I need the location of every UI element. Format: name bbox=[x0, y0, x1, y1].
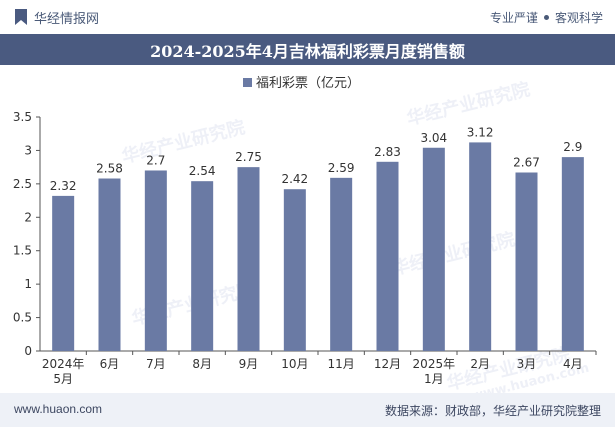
x-tick-label: 2月 bbox=[470, 357, 490, 371]
footer-website[interactable]: www.huaon.com bbox=[14, 402, 103, 416]
top-bar: 华经情报网 专业严谨 客观科学 bbox=[0, 0, 615, 34]
data-label: 3.04 bbox=[420, 131, 447, 145]
legend-swatch bbox=[243, 78, 252, 87]
x-tick-label: 10月 bbox=[281, 357, 308, 371]
legend: 福利彩票（亿元） bbox=[243, 76, 360, 91]
data-label: 2.75 bbox=[235, 150, 262, 164]
y-tick-label: 0.5 bbox=[13, 311, 32, 325]
data-label: 2.67 bbox=[513, 155, 540, 169]
y-tick-label: 2 bbox=[24, 210, 32, 224]
bar bbox=[422, 147, 445, 351]
x-tick-label: 4月 bbox=[563, 357, 583, 371]
bar bbox=[237, 167, 260, 351]
x-tick-label: 11月 bbox=[328, 357, 355, 371]
legend-label: 福利彩票（亿元） bbox=[256, 76, 360, 91]
data-label: 2.9 bbox=[563, 140, 582, 154]
y-tick-label: 1.5 bbox=[13, 244, 32, 258]
x-tick-label: 7月 bbox=[146, 357, 166, 371]
value-labels: 2.32 2.58 2.7 2.54 2.75 2.42 2.59 2.83 3.04 3.12 2… bbox=[50, 125, 583, 192]
footer: www.huaon.com 数据来源：财政部，华经产业研究院整理 bbox=[0, 393, 615, 427]
x-tick-label: 3月 bbox=[517, 357, 537, 371]
bar bbox=[191, 181, 214, 351]
data-label: 2.59 bbox=[328, 161, 355, 175]
bar-chart: 福利彩票（亿元） 0 0.5 1 1.5 2 2.5 3 3.5 2.32 2.58 2.7 2.5… bbox=[13, 76, 597, 386]
bar bbox=[52, 195, 75, 351]
y-tick-label: 3.5 bbox=[13, 110, 32, 124]
data-label: 2.83 bbox=[374, 145, 401, 159]
data-label: 2.7 bbox=[146, 153, 165, 167]
bar bbox=[515, 172, 538, 351]
x-tick-label: 6月 bbox=[100, 357, 120, 371]
bar bbox=[376, 161, 399, 351]
bar bbox=[283, 189, 306, 351]
x-tick-label: 8月 bbox=[192, 357, 212, 371]
bars bbox=[52, 142, 584, 351]
x-tick-label: 2024年 5月 bbox=[42, 357, 85, 386]
data-label: 2.42 bbox=[281, 172, 308, 186]
tagline: 专业严谨 客观科学 bbox=[490, 9, 603, 26]
data-label: 2.54 bbox=[189, 164, 216, 178]
y-tick-label: 0 bbox=[24, 344, 32, 358]
brand[interactable]: 华经情报网 bbox=[14, 8, 100, 27]
tagline-left: 专业严谨 bbox=[489, 11, 538, 25]
x-tick-label: 2025年 1月 bbox=[413, 357, 456, 386]
bar bbox=[561, 157, 584, 351]
y-tick-label: 3 bbox=[24, 143, 32, 157]
bar bbox=[98, 178, 121, 351]
y-tick-label: 1 bbox=[24, 277, 32, 291]
bookmark-logo-icon bbox=[15, 9, 27, 25]
bar bbox=[469, 142, 492, 351]
bar bbox=[330, 177, 353, 351]
x-tick-labels: 2024年 5月 6月 7月 8月 9月 10月 11月 12月 2025年 1月 2月 3月 4月 bbox=[42, 357, 583, 386]
y-tick-label: 2.5 bbox=[13, 177, 32, 191]
title-band: 2024-2025年4月吉林福利彩票月度销售额 bbox=[0, 34, 615, 65]
tagline-right: 客观科学 bbox=[554, 11, 603, 25]
data-label: 2.32 bbox=[50, 179, 77, 193]
data-label: 2.58 bbox=[96, 162, 123, 176]
bar bbox=[144, 170, 167, 351]
separator-dot-icon bbox=[543, 15, 549, 20]
chart-title: 2024-2025年4月吉林福利彩票月度销售额 bbox=[150, 41, 465, 61]
axes: 0 0.5 1 1.5 2 2.5 3 3.5 bbox=[13, 110, 597, 358]
data-label: 3.12 bbox=[467, 125, 494, 139]
x-tick-label: 12月 bbox=[374, 357, 401, 371]
brand-name: 华经情报网 bbox=[34, 11, 100, 27]
x-tick-label: 9月 bbox=[239, 357, 259, 371]
footer-source: 数据来源：财政部，华经产业研究院整理 bbox=[384, 404, 601, 418]
